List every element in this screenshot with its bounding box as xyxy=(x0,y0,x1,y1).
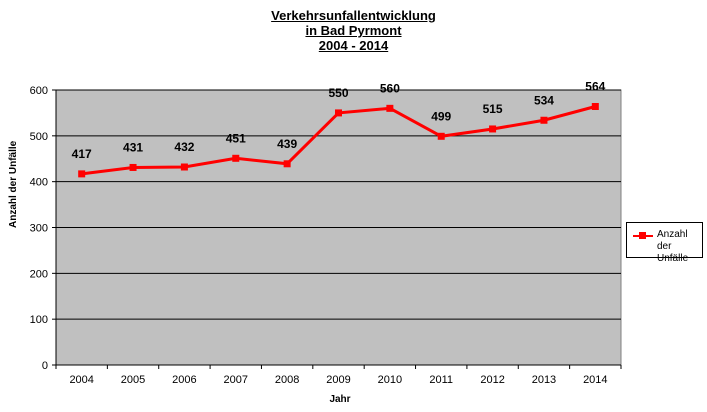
y-tick-label: 500 xyxy=(30,131,48,143)
data-label: 534 xyxy=(534,93,554,107)
x-tick-label: 2006 xyxy=(172,374,196,386)
chart-title: Verkehrsunfallentwicklung in Bad Pyrmont… xyxy=(0,8,707,53)
x-tick-label: 2005 xyxy=(121,374,145,386)
data-point xyxy=(335,109,342,117)
legend-series-marker xyxy=(639,232,646,239)
x-tick-label: 2013 xyxy=(532,374,556,386)
legend-label-line-2: der Unfälle xyxy=(657,241,689,264)
x-axis-label: Jahr xyxy=(329,394,351,405)
x-tick-label: 2008 xyxy=(275,374,299,386)
chart-title-line-1: Verkehrsunfallentwicklung xyxy=(271,8,436,23)
data-label: 417 xyxy=(72,147,92,161)
data-label: 431 xyxy=(123,140,143,154)
data-point xyxy=(386,104,394,112)
y-tick-label: 0 xyxy=(42,360,48,372)
data-label: 560 xyxy=(380,81,400,95)
data-label: 499 xyxy=(431,109,451,123)
legend-label-line-1: Anzahl xyxy=(657,229,688,240)
y-tick-label: 400 xyxy=(30,177,48,189)
data-label: 451 xyxy=(226,131,246,145)
data-point xyxy=(489,125,497,133)
data-point xyxy=(591,103,599,110)
x-tick-label: 2004 xyxy=(69,374,93,386)
data-point xyxy=(232,154,240,162)
x-tick-label: 2009 xyxy=(326,374,350,386)
data-point xyxy=(437,132,445,140)
data-point xyxy=(78,170,86,178)
data-label: 564 xyxy=(585,80,605,94)
data-label: 550 xyxy=(328,86,348,100)
x-tick-label: 2012 xyxy=(480,374,504,386)
chart-title-line-3: 2004 - 2014 xyxy=(318,38,389,53)
y-axis-label: Anzahl der Unfälle xyxy=(8,140,19,228)
y-tick-label: 100 xyxy=(30,314,48,326)
x-tick-label: 2010 xyxy=(378,374,402,386)
data-point xyxy=(540,116,548,124)
data-point xyxy=(283,160,291,168)
chart-title-line-2: in Bad Pyrmont xyxy=(305,23,402,38)
data-point xyxy=(129,163,137,171)
x-tick-label: 2007 xyxy=(224,374,248,386)
data-label: 439 xyxy=(277,137,297,151)
y-tick-label: 200 xyxy=(30,268,48,280)
x-tick-label: 2011 xyxy=(429,374,453,386)
chart-legend: Anzahl der Unfälle xyxy=(626,222,703,264)
y-tick-label: 300 xyxy=(30,223,48,235)
data-label: 432 xyxy=(174,140,194,154)
data-label: 515 xyxy=(483,102,503,116)
legend-series-label: Anzahl der Unfälle xyxy=(657,229,703,265)
x-tick-label: 2014 xyxy=(583,374,607,386)
y-tick-label: 600 xyxy=(30,85,48,97)
data-point xyxy=(180,163,188,171)
